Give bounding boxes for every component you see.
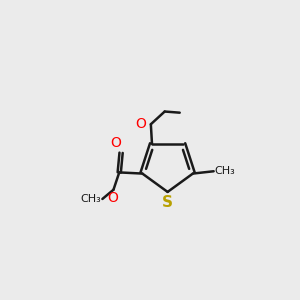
Text: O: O [111,136,122,150]
Text: CH₃: CH₃ [215,166,236,176]
Text: S: S [162,195,173,210]
Text: CH₃: CH₃ [80,194,101,204]
Text: O: O [135,117,146,131]
Text: O: O [108,191,118,205]
